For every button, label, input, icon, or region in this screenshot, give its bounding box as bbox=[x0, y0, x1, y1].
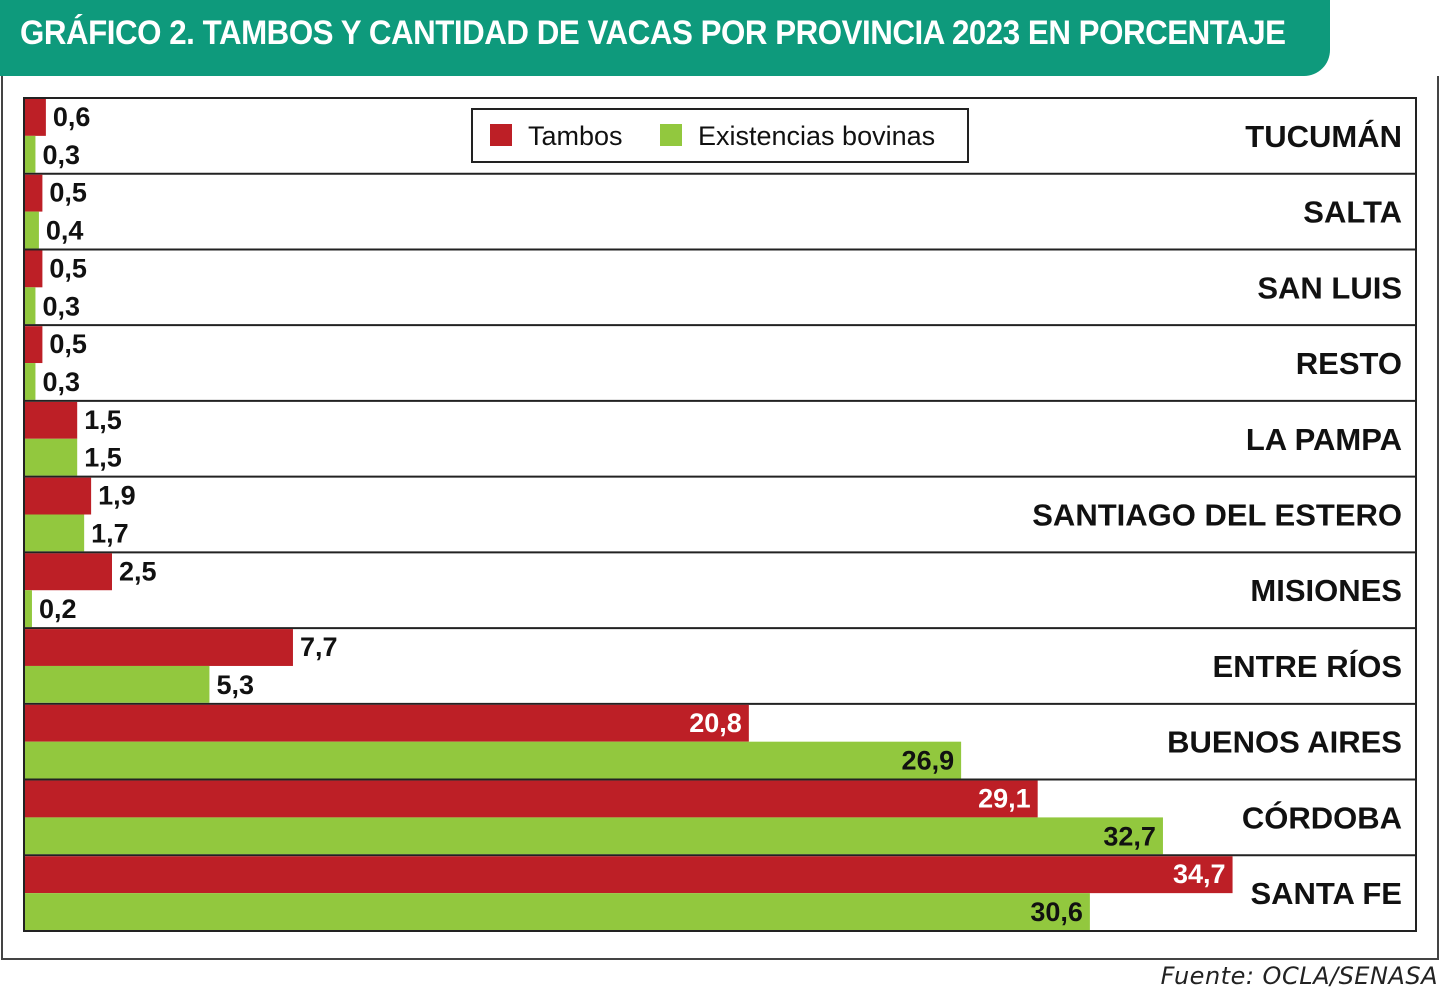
bar-tambos bbox=[25, 780, 1038, 818]
bar-tambos bbox=[25, 326, 43, 364]
category-label: SAN LUIS bbox=[1257, 270, 1402, 305]
bar-existencias bbox=[25, 363, 36, 400]
data-label-tambos: 0,6 bbox=[53, 102, 91, 132]
legend-label-existencias: Existencias bovinas bbox=[698, 121, 935, 151]
data-label-tambos: 0,5 bbox=[49, 329, 87, 359]
bar-existencias bbox=[25, 211, 39, 249]
outer-frame bbox=[1, 76, 1439, 960]
bar-tambos bbox=[25, 99, 46, 136]
plot-frame bbox=[23, 97, 1417, 932]
data-label-existencias: 5,3 bbox=[216, 670, 254, 700]
data-label-tambos: 0,5 bbox=[49, 253, 87, 283]
bar-existencias bbox=[25, 741, 962, 779]
data-label-existencias: 0,3 bbox=[42, 367, 80, 397]
category-label: RESTO bbox=[1296, 346, 1402, 381]
title-banner: GRÁFICO 2. TAMBOS Y CANTIDAD DE VACAS PO… bbox=[0, 0, 1330, 76]
bar-existencias bbox=[25, 135, 36, 173]
bar-tambos bbox=[25, 553, 112, 591]
data-label-existencias: 1,7 bbox=[91, 518, 129, 548]
data-label-tambos: 7,7 bbox=[300, 632, 338, 662]
bar-tambos bbox=[25, 629, 293, 666]
bar-existencias bbox=[25, 514, 85, 552]
bar-tambos bbox=[25, 477, 92, 515]
bar-tambos bbox=[25, 250, 43, 288]
data-label-tambos: 2,5 bbox=[119, 556, 157, 586]
legend-swatch-existencias bbox=[660, 124, 682, 146]
bar-existencias bbox=[25, 438, 78, 476]
data-label-tambos: 1,9 bbox=[98, 481, 136, 511]
bar-tambos bbox=[25, 704, 749, 742]
bar-existencias bbox=[25, 287, 36, 325]
category-label: TUCUMÁN bbox=[1245, 119, 1402, 154]
category-label: SANTA FE bbox=[1250, 876, 1402, 911]
bar-existencias bbox=[25, 590, 32, 628]
data-label-tambos: 1,5 bbox=[84, 405, 122, 435]
source-note: Fuente: OCLA/SENASA bbox=[1160, 962, 1438, 990]
category-label: LA PAMPA bbox=[1246, 422, 1402, 457]
data-label-existencias: 0,4 bbox=[46, 216, 84, 246]
legend-swatch-tambos bbox=[490, 124, 512, 146]
category-label: ENTRE RÍOS bbox=[1213, 649, 1402, 684]
bar-existencias bbox=[25, 665, 210, 703]
chart-title: GRÁFICO 2. TAMBOS Y CANTIDAD DE VACAS PO… bbox=[20, 14, 1286, 52]
data-label-existencias: 1,5 bbox=[84, 443, 122, 473]
bar-tambos bbox=[25, 401, 78, 439]
category-label: BUENOS AIRES bbox=[1167, 725, 1402, 760]
data-label-existencias: 26,9 bbox=[902, 746, 955, 776]
bar-existencias bbox=[25, 893, 1090, 930]
data-label-tambos: 29,1 bbox=[978, 783, 1031, 813]
data-label-existencias: 32,7 bbox=[1103, 821, 1156, 851]
category-label: SANTIAGO DEL ESTERO bbox=[1032, 498, 1402, 533]
category-label: SALTA bbox=[1303, 195, 1402, 230]
bar-tambos bbox=[25, 856, 1233, 894]
data-label-tambos: 34,7 bbox=[1173, 859, 1226, 889]
category-label: MISIONES bbox=[1250, 573, 1402, 608]
legend-box bbox=[471, 108, 969, 163]
data-label-tambos: 0,5 bbox=[49, 178, 87, 208]
data-label-existencias: 0,3 bbox=[42, 291, 80, 321]
data-label-existencias: 0,2 bbox=[39, 594, 77, 624]
data-label-existencias: 30,6 bbox=[1030, 897, 1083, 927]
bar-existencias bbox=[25, 817, 1163, 855]
bar-tambos bbox=[25, 174, 43, 212]
data-label-existencias: 0,3 bbox=[42, 140, 80, 170]
category-label: CÓRDOBA bbox=[1242, 799, 1402, 835]
legend-label-tambos: Tambos bbox=[528, 121, 623, 151]
data-label-tambos: 20,8 bbox=[689, 708, 742, 738]
